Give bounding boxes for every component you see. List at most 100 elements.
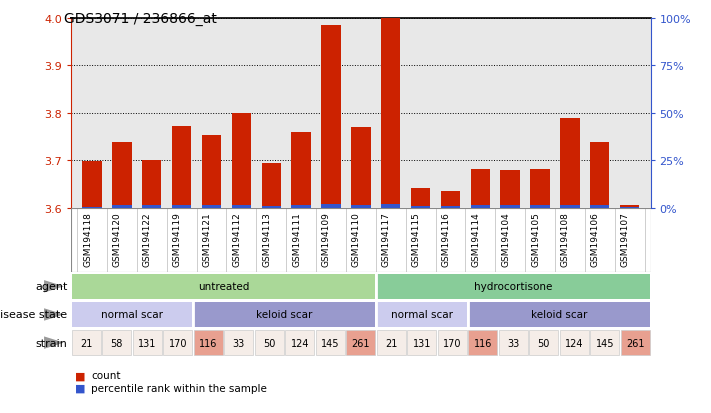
Bar [321, 204, 341, 209]
Text: 124: 124 [291, 338, 309, 348]
Bar [262, 164, 281, 209]
Bar [441, 192, 460, 209]
Text: hydrocortisone: hydrocortisone [474, 282, 552, 292]
Bar [112, 143, 132, 209]
Bar [620, 205, 639, 209]
Text: GSM194116: GSM194116 [442, 212, 451, 266]
Text: 33: 33 [507, 338, 520, 348]
Text: 50: 50 [538, 338, 550, 348]
Text: 131: 131 [138, 338, 156, 348]
Text: strain: strain [36, 338, 68, 348]
Text: 124: 124 [565, 338, 584, 348]
Text: GSM194115: GSM194115 [412, 212, 421, 266]
Bar [560, 205, 579, 209]
Text: keloid scar: keloid scar [531, 310, 587, 320]
Bar [471, 206, 490, 209]
Text: untreated: untreated [198, 282, 250, 292]
Bar [438, 330, 467, 356]
Bar [468, 302, 650, 328]
Text: 170: 170 [443, 338, 461, 348]
Bar [72, 274, 375, 299]
Text: GSM194112: GSM194112 [232, 212, 241, 266]
Text: count: count [91, 370, 120, 380]
Bar [292, 133, 311, 209]
Text: ■: ■ [75, 370, 85, 380]
Text: GSM194114: GSM194114 [471, 212, 481, 266]
Text: GSM194113: GSM194113 [262, 212, 271, 266]
Text: 170: 170 [169, 338, 187, 348]
Bar [112, 206, 132, 209]
Text: GSM194120: GSM194120 [113, 212, 122, 266]
Bar [232, 114, 251, 209]
Text: GSM194121: GSM194121 [203, 212, 211, 266]
Bar [620, 208, 639, 209]
Bar [590, 206, 609, 209]
Bar [224, 330, 254, 356]
Bar [262, 206, 281, 209]
Text: GSM194109: GSM194109 [322, 212, 331, 266]
Bar [133, 330, 162, 356]
Bar [316, 330, 345, 356]
Text: GSM194122: GSM194122 [143, 212, 151, 266]
Bar [202, 206, 221, 209]
Text: GSM194111: GSM194111 [292, 212, 301, 266]
Bar [82, 207, 102, 209]
Text: GSM194106: GSM194106 [591, 212, 600, 266]
Text: 131: 131 [412, 338, 431, 348]
Bar [285, 330, 314, 356]
Bar [255, 330, 284, 356]
Bar [411, 188, 430, 209]
Bar [346, 330, 375, 356]
Text: GSM194110: GSM194110 [352, 212, 361, 266]
Bar [72, 330, 101, 356]
Bar [232, 205, 251, 209]
Bar [172, 126, 191, 209]
Text: 21: 21 [385, 338, 397, 348]
Text: agent: agent [35, 282, 68, 292]
Text: GSM194118: GSM194118 [83, 212, 92, 266]
Bar [498, 330, 528, 356]
Bar [501, 171, 520, 209]
Text: 145: 145 [596, 338, 614, 348]
Bar [172, 205, 191, 209]
Bar [164, 330, 193, 356]
Text: 50: 50 [263, 338, 276, 348]
Bar [501, 206, 520, 209]
Text: GSM194105: GSM194105 [531, 212, 540, 266]
Text: GSM194117: GSM194117 [382, 212, 391, 266]
Text: GSM194107: GSM194107 [621, 212, 630, 266]
Text: GDS3071 / 236866_at: GDS3071 / 236866_at [64, 12, 217, 26]
Bar [377, 302, 467, 328]
Bar [71, 209, 651, 273]
Bar [529, 330, 558, 356]
Text: GSM194104: GSM194104 [501, 212, 510, 266]
Bar [142, 206, 161, 209]
Bar [621, 330, 650, 356]
Polygon shape [44, 280, 64, 293]
Bar [321, 26, 341, 209]
Bar [72, 302, 193, 328]
Bar [102, 330, 132, 356]
Bar [530, 169, 550, 209]
Bar [142, 161, 161, 209]
Bar [407, 330, 437, 356]
Bar [471, 170, 490, 209]
Bar [590, 330, 619, 356]
Text: 33: 33 [232, 338, 245, 348]
Text: GSM194108: GSM194108 [561, 212, 570, 266]
Bar [530, 206, 550, 209]
Text: 116: 116 [474, 338, 492, 348]
Bar [381, 204, 400, 209]
Bar [351, 206, 370, 209]
Text: percentile rank within the sample: percentile rank within the sample [91, 383, 267, 393]
Text: normal scar: normal scar [391, 310, 453, 320]
Bar [560, 330, 589, 356]
Bar [377, 330, 406, 356]
Text: 261: 261 [626, 338, 645, 348]
Bar [377, 274, 650, 299]
Bar [441, 206, 460, 209]
Bar [202, 136, 221, 209]
Text: disease state: disease state [0, 310, 68, 320]
Text: 58: 58 [111, 338, 123, 348]
Polygon shape [44, 309, 64, 321]
